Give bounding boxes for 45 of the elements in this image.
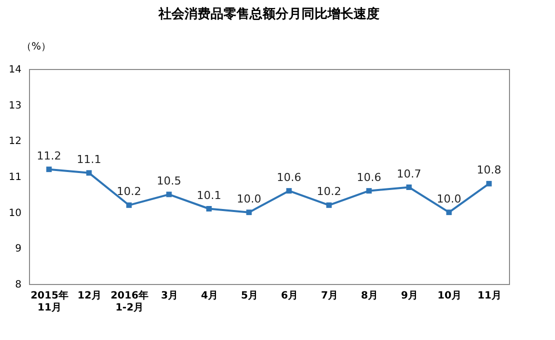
data-label: 10.0 <box>436 192 462 206</box>
chart-title: 社会消费品零售总额分月同比增长速度 <box>158 6 380 22</box>
x-tick-label: 9月 <box>401 290 418 302</box>
y-tick-label: 10 <box>8 208 22 219</box>
data-label: 10.8 <box>476 164 502 177</box>
y-tick-label: 12 <box>8 136 22 148</box>
y-tick-label: 11 <box>8 172 22 183</box>
x-tick-label: 3月 <box>161 290 178 302</box>
data-label: 10.5 <box>156 174 182 188</box>
y-tick-label: 14 <box>8 64 22 76</box>
point <box>486 180 492 186</box>
point <box>446 210 452 216</box>
data-label: 10.1 <box>196 188 222 202</box>
x-tick-label: 4月 <box>201 290 218 302</box>
point <box>126 202 132 208</box>
x-tick-label: 10月 <box>438 290 462 302</box>
x-tick-label: 12月 <box>78 290 102 302</box>
data-label: 10.6 <box>276 170 302 184</box>
x-tick-label: 6月 <box>281 290 298 302</box>
point <box>86 170 92 176</box>
data-label: 10.6 <box>356 170 382 184</box>
point <box>326 202 332 208</box>
point <box>166 192 172 198</box>
point <box>406 184 412 190</box>
data-label: 10.2 <box>316 185 342 198</box>
y-tick-label: 9 <box>15 244 22 255</box>
point <box>366 188 372 194</box>
x-tick-label: 11月 <box>478 290 502 302</box>
point <box>246 210 252 216</box>
x-tick-label: 8月 <box>361 290 378 302</box>
y-tick-label: 8 <box>15 280 22 290</box>
point <box>206 206 212 212</box>
data-label: 11.1 <box>76 152 102 166</box>
data-label: 10.7 <box>396 167 422 180</box>
data-label: 10.0 <box>236 192 262 206</box>
y-tick-label: 13 <box>8 100 22 112</box>
x-tick-label: 2016年 1-2月 <box>110 290 148 314</box>
point <box>286 188 292 194</box>
point <box>46 166 52 172</box>
y-axis-title: （%） <box>22 42 52 52</box>
data-label: 11.2 <box>36 149 62 162</box>
x-tick-label: 7月 <box>321 290 338 302</box>
data-label: 10.2 <box>116 185 142 198</box>
x-tick-label: 5月 <box>241 290 258 302</box>
x-tick-label: 2015年 11月 <box>30 290 68 314</box>
